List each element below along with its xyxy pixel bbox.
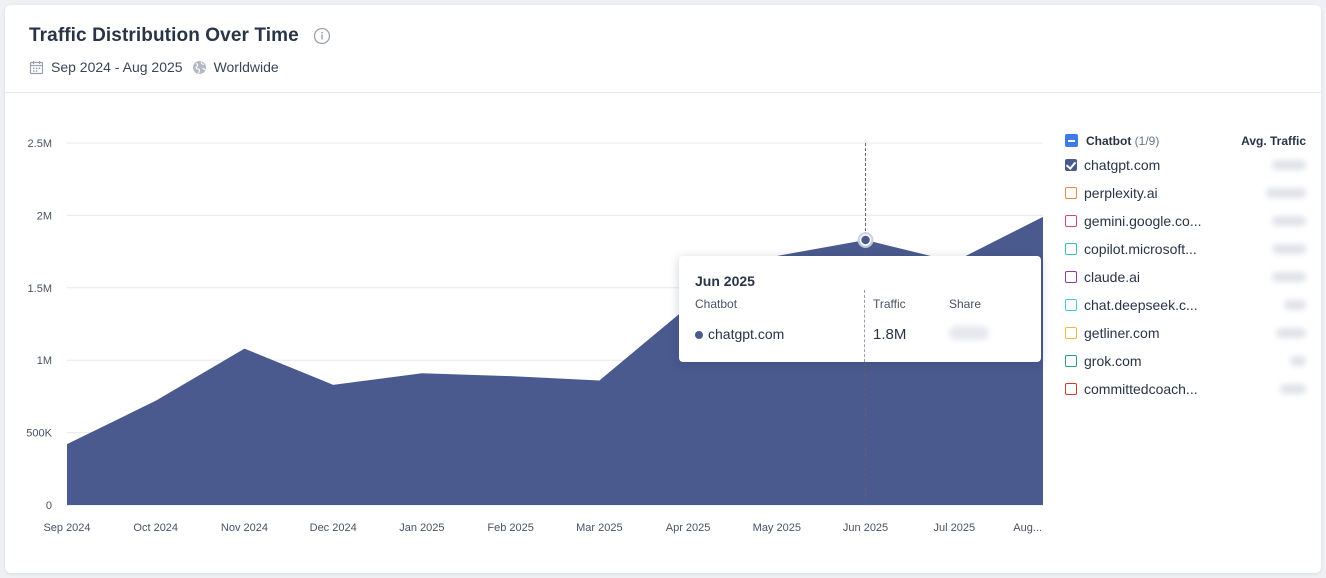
avg-traffic-header[interactable]: Avg. Traffic	[1241, 134, 1306, 148]
legend-item-name: gemini.google.co...	[1084, 213, 1202, 229]
x-tick-label: Sep 2024	[43, 522, 90, 534]
x-tick-label: Jan 2025	[399, 522, 444, 534]
legend-item-name: perplexity.ai	[1084, 185, 1158, 201]
tooltip-col-traffic: Traffic	[873, 297, 906, 311]
calendar-icon	[29, 60, 44, 75]
legend-item[interactable]: committedcoach...	[1064, 376, 1312, 404]
tooltip-month: Jun 2025	[695, 273, 755, 289]
legend-item[interactable]: copilot.microsoft...	[1064, 236, 1312, 264]
avg-traffic-blurred	[1272, 216, 1306, 226]
x-tick-label: Nov 2024	[221, 522, 268, 534]
x-tick-label: Oct 2024	[133, 522, 178, 534]
header-divider	[5, 92, 1321, 93]
x-tick-label: Feb 2025	[487, 522, 533, 534]
legend-title: Chatbot	[1086, 134, 1132, 148]
legend-item[interactable]: perplexity.ai	[1064, 180, 1312, 208]
card-header: Traffic Distribution Over Time	[29, 25, 331, 75]
x-tick-label: Aug...	[1013, 522, 1042, 534]
y-tick-label: 500K	[26, 428, 52, 440]
legend-checkbox[interactable]	[1065, 159, 1077, 171]
select-all-checkbox[interactable]	[1065, 134, 1078, 147]
legend-checkbox[interactable]	[1065, 271, 1077, 283]
tooltip-row-name: chatgpt.com	[708, 326, 785, 342]
legend-header: Chatbot (1/9) Avg. Traffic	[1064, 130, 1312, 152]
legend-item[interactable]: claude.ai	[1064, 264, 1312, 292]
y-tick-label: 1.5M	[28, 283, 52, 295]
series-dot	[695, 331, 703, 339]
info-icon[interactable]	[313, 27, 331, 45]
x-tick-label: May 2025	[753, 522, 801, 534]
legend-count: (1/9)	[1134, 134, 1160, 148]
tooltip-col-chatbot: Chatbot	[695, 297, 738, 311]
region[interactable]: Worldwide	[213, 59, 279, 75]
x-tick-label: Dec 2024	[310, 522, 357, 534]
tooltip-share-blurred	[949, 326, 989, 340]
avg-traffic-blurred	[1284, 300, 1306, 310]
legend-item[interactable]: grok.com	[1064, 348, 1312, 376]
legend-checkbox[interactable]	[1065, 355, 1077, 367]
tooltip-divider	[864, 290, 865, 362]
legend-item-name: committedcoach...	[1084, 381, 1198, 397]
y-tick-label: 1M	[37, 355, 52, 367]
legend: Chatbot (1/9) Avg. Traffic chatgpt.com pe…	[1064, 130, 1312, 404]
x-tick-label: Jun 2025	[843, 522, 888, 534]
avg-traffic-blurred	[1272, 272, 1306, 282]
legend-items: chatgpt.com perplexity.ai gemini.google.co…	[1064, 152, 1312, 404]
avg-traffic-blurred	[1280, 384, 1306, 394]
legend-item-name: chatgpt.com	[1084, 157, 1161, 173]
legend-checkbox[interactable]	[1065, 383, 1077, 395]
y-tick-label: 0	[46, 500, 52, 512]
y-tick-label: 2M	[37, 210, 52, 222]
legend-item[interactable]: getliner.com	[1064, 320, 1312, 348]
highlight-point[interactable]	[859, 234, 872, 246]
x-tick-label: Jul 2025	[933, 522, 975, 534]
legend-checkbox[interactable]	[1065, 215, 1077, 227]
legend-checkbox[interactable]	[1065, 327, 1077, 339]
legend-checkbox[interactable]	[1065, 243, 1077, 255]
legend-item-name: chat.deepseek.c...	[1084, 297, 1198, 313]
avg-traffic-blurred	[1272, 244, 1306, 254]
legend-item-name: getliner.com	[1084, 325, 1160, 341]
avg-traffic-blurred	[1266, 188, 1306, 198]
x-tick-label: Mar 2025	[576, 522, 622, 534]
legend-checkbox[interactable]	[1065, 187, 1077, 199]
avg-traffic-blurred	[1290, 356, 1306, 366]
avg-traffic-blurred	[1276, 328, 1306, 338]
legend-item-name: grok.com	[1084, 353, 1142, 369]
legend-item[interactable]: gemini.google.co...	[1064, 208, 1312, 236]
legend-item[interactable]: chat.deepseek.c...	[1064, 292, 1312, 320]
y-tick-label: 2.5M	[28, 138, 52, 150]
avg-traffic-blurred	[1272, 160, 1306, 170]
legend-item-name: claude.ai	[1084, 269, 1141, 285]
legend-item[interactable]: chatgpt.com	[1064, 152, 1312, 180]
tooltip-row-traffic: 1.8M	[873, 326, 907, 343]
legend-checkbox[interactable]	[1065, 299, 1077, 311]
chart-tooltip: Jun 2025 Chatbot Traffic Share chatgpt.c…	[679, 256, 1041, 362]
date-range[interactable]: Sep 2024 - Aug 2025	[51, 59, 183, 75]
legend-item-name: copilot.microsoft...	[1084, 241, 1197, 257]
x-tick-label: Apr 2025	[666, 522, 711, 534]
tooltip-col-share: Share	[949, 297, 982, 311]
card-title: Traffic Distribution Over Time	[29, 25, 299, 46]
globe-icon	[192, 60, 207, 75]
